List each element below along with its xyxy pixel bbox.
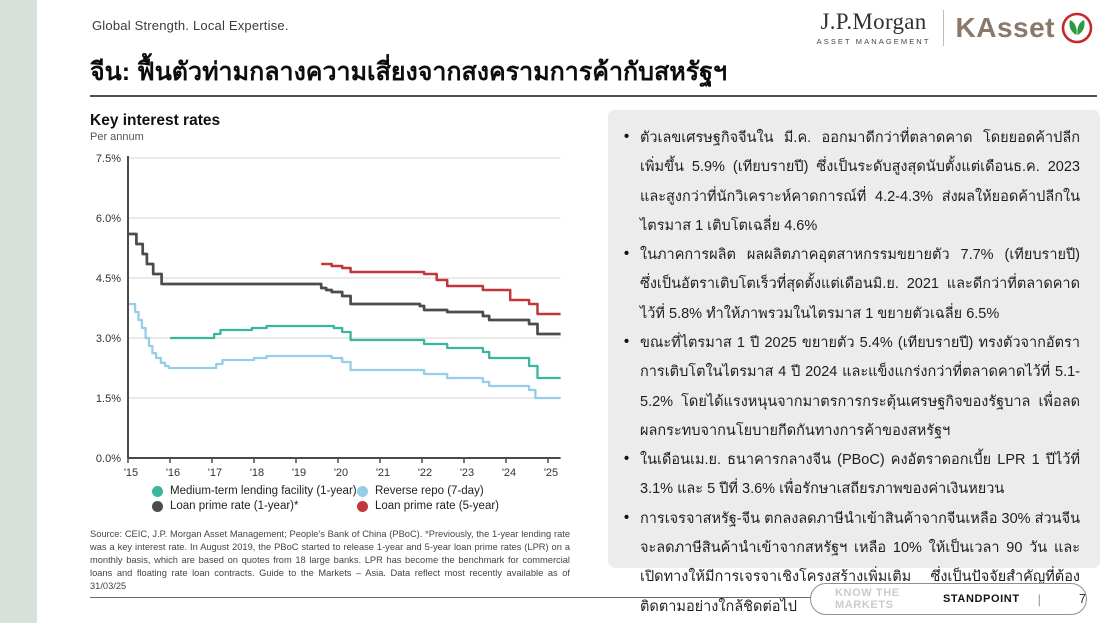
- legend-label: Reverse repo (7-day): [375, 485, 484, 497]
- y-tick-label: 6.0%: [96, 213, 121, 225]
- legend-dot-icon: [357, 500, 368, 512]
- x-tick-label: '23: [460, 467, 474, 479]
- legend-dot-icon: [357, 485, 368, 497]
- y-tick-label: 1.5%: [96, 393, 121, 405]
- legend-label: Loan prime rate (1-year)*: [170, 500, 299, 512]
- legend-item: Reverse repo (7-day): [357, 485, 499, 497]
- footer-separator: |: [1037, 591, 1042, 607]
- bullet-item: ในภาคการผลิต ผลผลิตภาคอุตสาหกรรมขยายตัว …: [624, 240, 1080, 329]
- page-title: จีน: ฟื้นตัวท่ามกลางความเสี่ยงจากสงครามก…: [90, 58, 728, 86]
- x-tick-label: '19: [292, 467, 306, 479]
- x-tick-label: '21: [376, 467, 390, 479]
- bullet-item: การเจรจาสหรัฐ-จีน ตกลงลดภาษีนำเข้าสินค้า…: [624, 504, 1080, 622]
- chart-subtitle: Per annum: [90, 131, 144, 143]
- chart-canvas: 7.5% 6.0% 4.5% 3.0% 1.5% 0.0%'15 '16 '17 '18 '19 '…: [96, 153, 561, 479]
- page-number: 7: [1079, 592, 1086, 606]
- x-tick-label: '16: [166, 467, 180, 479]
- legend-label: Loan prime rate (5-year): [375, 500, 499, 512]
- kasset-wordmark: KAsset: [955, 12, 1055, 43]
- y-tick-label: 3.0%: [96, 333, 121, 345]
- series-line: [321, 262, 561, 316]
- legend-item: Medium-term lending facility (1-year): [152, 485, 357, 497]
- jpmorgan-subtitle: ASSET MANAGEMENT: [816, 36, 931, 46]
- y-tick-label: 0.0%: [96, 453, 121, 465]
- key-interest-rates-chart: 7.5% 6.0% 4.5% 3.0% 1.5% 0.0% '15 '16 '17 '18 '19 '…: [85, 148, 600, 483]
- jpmorgan-wordmark: J.P.Morgan: [820, 9, 927, 35]
- x-tick-label: '18: [250, 467, 264, 479]
- chart-legend: Medium-term lending facility (1-year) Rev…: [152, 485, 499, 512]
- source-note: Source: CEIC, J.P. Morgan Asset Manageme…: [90, 529, 570, 592]
- legend-item: Loan prime rate (5-year): [357, 500, 499, 512]
- series-line: [170, 324, 561, 380]
- legend-dot-icon: [152, 500, 163, 512]
- jpmorgan-logo: J.P.Morgan ASSET MANAGEMENT: [816, 9, 931, 46]
- series-line: [128, 232, 561, 336]
- footer-badge: KNOW THE MARKETS STANDPOINT | 7: [810, 583, 1087, 615]
- logo-divider: [942, 10, 944, 46]
- x-tick-label: '17: [208, 467, 222, 479]
- y-tick-label: 7.5%: [96, 153, 121, 165]
- x-tick-label: '25: [544, 467, 558, 479]
- legend-label: Medium-term lending facility (1-year): [170, 485, 357, 497]
- bullet-item: ตัวเลขเศรษฐกิจจีนใน มี.ค. ออกมาดีกว่าที่…: [624, 123, 1080, 241]
- x-tick-label: '15: [124, 467, 138, 479]
- brand-tagline: Global Strength. Local Expertise.: [92, 18, 289, 33]
- footer-standpoint-label: STANDPOINT: [942, 593, 1020, 605]
- legend-item: Loan prime rate (1-year)*: [152, 500, 357, 512]
- legend-dot-icon: [152, 485, 163, 497]
- x-tick-label: '22: [418, 467, 432, 479]
- x-tick-label: '24: [502, 467, 516, 479]
- kasset-sprout-icon: [1061, 12, 1093, 44]
- logo-cluster: J.P.Morgan ASSET MANAGEMENT KAsset: [817, 10, 1094, 46]
- x-tick-label: '20: [334, 467, 348, 479]
- bullet-item: ขณะที่ไตรมาส 1 ปี 2025 ขยายตัว 5.4% (เที…: [624, 328, 1080, 446]
- bullet-list: ตัวเลขเศรษฐกิจจีนใน มี.ค. ออกมาดีกว่าที่…: [624, 123, 1080, 622]
- footer-line: [90, 597, 812, 598]
- chart-title: Key interest rates: [90, 112, 221, 129]
- kasset-logo: KAsset: [956, 11, 1094, 45]
- bullet-item: ในเดือนเม.ย. ธนาคารกลางจีน (PBoC) คงอัตร…: [624, 445, 1080, 505]
- left-accent-band: [0, 0, 37, 623]
- y-tick-label: 4.5%: [96, 273, 121, 285]
- commentary-panel: ตัวเลขเศรษฐกิจจีนใน มี.ค. ออกมาดีกว่าที่…: [608, 110, 1100, 615]
- series-line: [128, 302, 561, 400]
- title-divider: [90, 95, 1097, 97]
- footer-series-label: KNOW THE MARKETS: [835, 587, 900, 611]
